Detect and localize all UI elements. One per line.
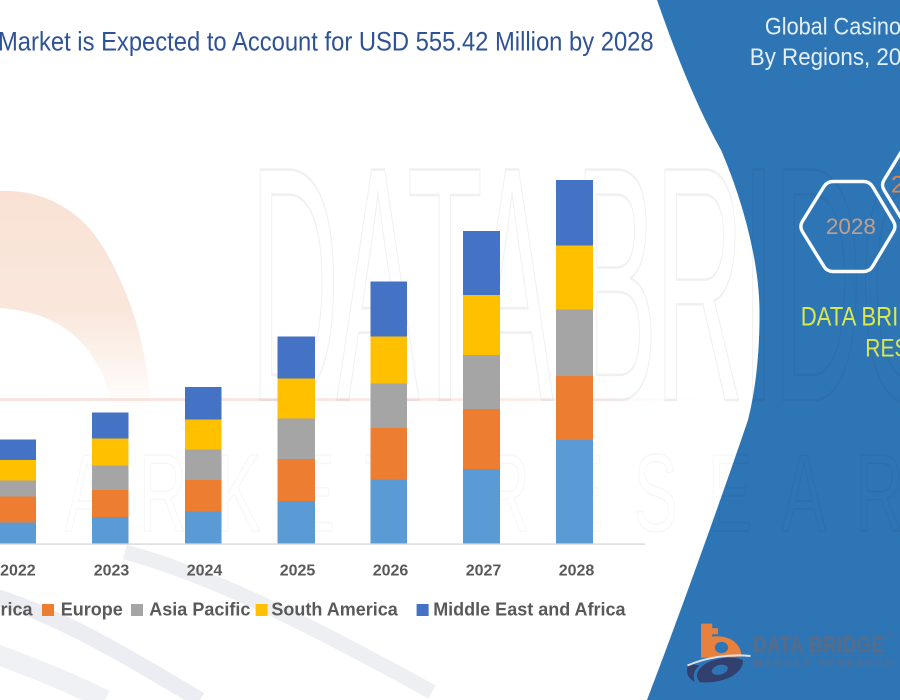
svg-text:2026: 2026 xyxy=(373,562,409,579)
svg-text:Middle East and Africa: Middle East and Africa xyxy=(433,600,626,620)
svg-text:2021: 2021 xyxy=(891,172,900,199)
svg-text:By Regions, 2021-2028: By Regions, 2021-2028 xyxy=(750,43,900,70)
svg-text:2027: 2027 xyxy=(466,562,502,579)
svg-text:DATA BRIDGE: DATA BRIDGE xyxy=(753,632,884,659)
svg-text:2022: 2022 xyxy=(0,562,36,579)
svg-text:2023: 2023 xyxy=(94,562,130,579)
svg-text:DATA BRIDGE: DATA BRIDGE xyxy=(801,303,900,333)
svg-text:2025: 2025 xyxy=(280,562,316,579)
svg-text:Europe: Europe xyxy=(61,600,123,620)
svg-text:Market is Expected to Account: Market is Expected to Account for USD 55… xyxy=(0,27,654,57)
svg-text:RESEARCH: RESEARCH xyxy=(865,334,900,362)
svg-text:North America: North America xyxy=(0,600,33,620)
svg-text:Global Casino Market: Global Casino Market xyxy=(765,13,900,40)
svg-text:MARKET RESEARCH: MARKET RESEARCH xyxy=(754,659,896,670)
svg-text:Asia Pacific: Asia Pacific xyxy=(149,600,250,620)
svg-text:2028: 2028 xyxy=(559,562,595,579)
svg-text:DATA BRIDGE: DATA BRIDGE xyxy=(250,96,900,471)
svg-text:2024: 2024 xyxy=(187,562,223,579)
svg-text:2028: 2028 xyxy=(826,214,876,239)
svg-text:South America: South America xyxy=(271,600,398,620)
